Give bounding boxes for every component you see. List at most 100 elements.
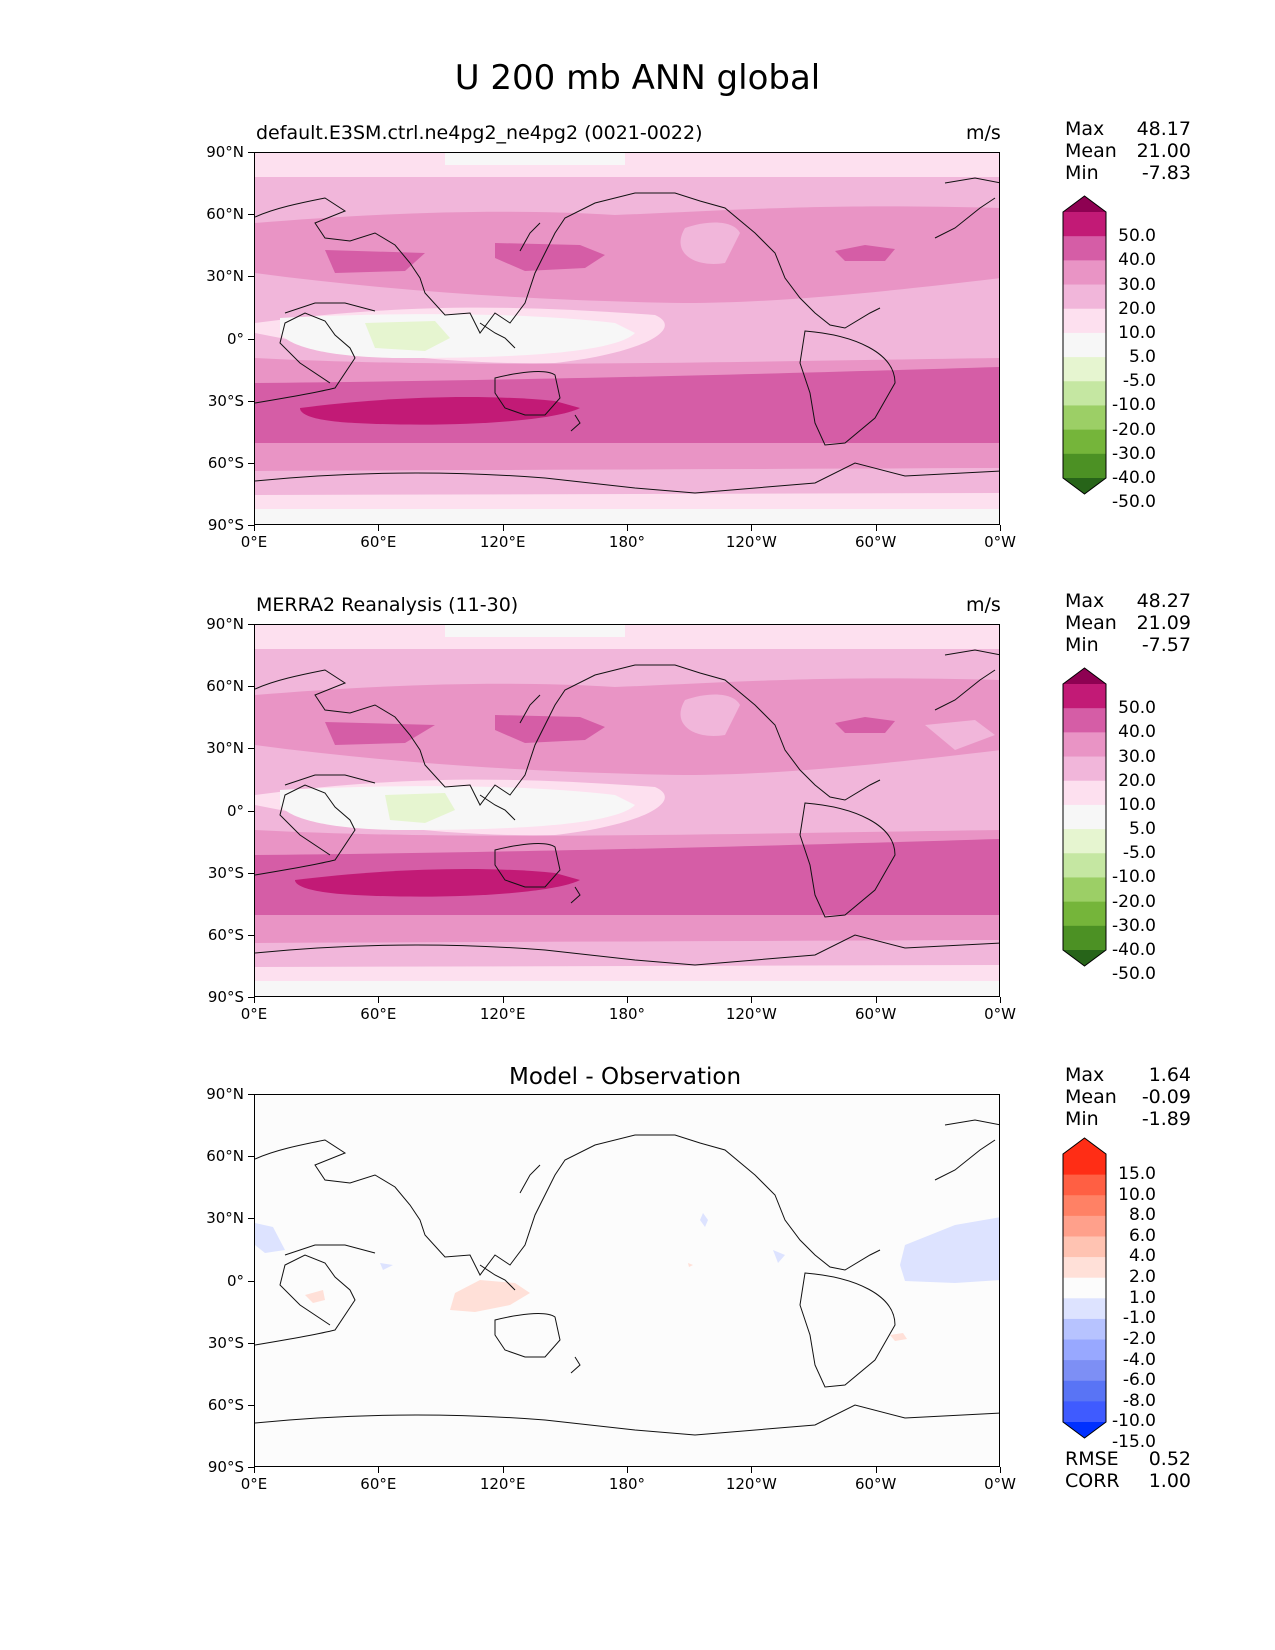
x-tick-label: 60°W (854, 533, 897, 551)
x-tick-label: 60°E (360, 1005, 397, 1023)
panel-title: MERRA2 Reanalysis (11-30) (256, 594, 519, 616)
colorbar-tick-label: -20.0 (1112, 419, 1156, 440)
stat-value: 21.00 (1136, 140, 1191, 162)
y-tick-mark (248, 338, 254, 340)
y-tick-mark (248, 624, 254, 625)
colorbar-segment (1063, 1215, 1106, 1237)
x-tick-label: 0°E (240, 533, 268, 551)
stat-label: Mean (1065, 1086, 1117, 1108)
colorbar-tick-label: 10.0 (1118, 1184, 1156, 1205)
y-tick-label: 90°N (206, 615, 244, 633)
x-tick-mark (502, 997, 504, 1003)
x-tick-mark (627, 1467, 628, 1473)
colorbar-segment (1063, 1257, 1106, 1279)
x-tick-mark (751, 525, 753, 531)
x-tick-label: 0°W (984, 1005, 1016, 1023)
stat-label: Max (1065, 590, 1105, 612)
y-tick-mark (248, 462, 254, 464)
field-plot (255, 1095, 999, 1466)
x-tick-mark (751, 1467, 753, 1473)
colorbar-segment (1063, 708, 1106, 733)
colorbar-segment (1063, 332, 1106, 358)
y-tick-mark (248, 872, 254, 874)
colorbar-top-extend (1063, 196, 1106, 212)
x-tick-label: 120°W (725, 1005, 777, 1023)
stat-label: Min (1065, 634, 1099, 656)
y-tick-label: 60°N (206, 677, 244, 696)
y-tick-mark (248, 1342, 254, 1344)
y-tick-mark (248, 214, 254, 216)
colorbar-segment (1063, 429, 1106, 455)
x-tick-mark (378, 997, 380, 1003)
colorbar-segment (1063, 1195, 1106, 1217)
colorbar-bottom-extend (1063, 478, 1106, 494)
colorbar-segment (1063, 236, 1106, 261)
colorbar-segment (1063, 684, 1106, 709)
x-tick-mark (1000, 997, 1001, 1003)
coastlines (255, 177, 999, 494)
stat-value: 48.27 (1136, 590, 1191, 612)
x-tick-label: 180° (608, 1475, 646, 1493)
x-tick-label: 0°E (240, 1475, 268, 1493)
stat-value: 1.00 (1148, 1470, 1191, 1492)
coastlines (255, 649, 999, 966)
y-tick-label: 90°N (206, 143, 244, 161)
colorbar-tick-label: 40.0 (1118, 722, 1156, 743)
colorbar-tick-label: 20.0 (1118, 770, 1156, 791)
colorbar-outline (1062, 195, 1107, 495)
colorbar-tick-label: 8.0 (1128, 1205, 1156, 1226)
x-tick-mark (502, 1467, 504, 1473)
stat-value: 0.52 (1148, 1448, 1191, 1470)
panel-difference: Model - Observation (0, 1064, 1275, 1534)
x-tick-mark (875, 1467, 877, 1473)
colorbar-segment (1063, 1277, 1106, 1299)
x-tick-label: 120°E (479, 1475, 526, 1493)
y-tick-mark (248, 1467, 254, 1468)
colorbar-segment (1063, 1339, 1106, 1361)
stat-value: 1.64 (1148, 1064, 1191, 1086)
colorbar-tick-label: -40.0 (1112, 468, 1156, 488)
x-tick-label: 120°E (479, 533, 526, 551)
y-tick-label: 90°S (207, 1458, 244, 1476)
y-tick-mark (248, 1404, 254, 1406)
colorbar-segment (1063, 1298, 1106, 1320)
y-tick-mark (248, 686, 254, 688)
colorbar-segment (1063, 804, 1106, 830)
y-tick-label: 0° (226, 801, 244, 820)
colorbar-segment (1063, 1401, 1106, 1423)
colorbar-segment (1063, 381, 1106, 406)
colorbar-bottom-extend (1063, 1422, 1106, 1438)
stat-label: Mean (1065, 612, 1117, 634)
y-tick-label: 0° (226, 329, 244, 348)
colorbar-tick-label: 50.0 (1118, 698, 1156, 719)
colorbar-tick-label: -10.0 (1112, 395, 1156, 416)
panel-title: Model - Observation (509, 1064, 742, 1090)
panel-units: m/s (966, 122, 1001, 144)
colorbar-outline (1062, 1137, 1107, 1439)
colorbar-outline (1062, 667, 1107, 967)
colorbar-tick-label: -6.0 (1122, 1370, 1156, 1391)
y-tick-mark (248, 152, 254, 153)
colorbar (1062, 195, 1107, 495)
colorbar-segment (1063, 732, 1106, 758)
x-tick-label: 0°E (240, 1005, 268, 1023)
y-tick-label: 0° (226, 1271, 244, 1290)
colorbar-tick-label: 30.0 (1118, 746, 1156, 767)
x-tick-mark (1000, 525, 1001, 531)
y-tick-mark (248, 1280, 254, 1282)
y-tick-label: 30°N (206, 739, 244, 758)
colorbar-segment (1063, 212, 1106, 237)
colorbar-segment (1063, 829, 1106, 854)
panel-model: default.E3SM.ctrl.ne4pg2_ne4pg2 (0021-00… (0, 122, 1275, 592)
x-tick-label: 60°W (854, 1475, 897, 1493)
y-tick-label: 90°S (207, 516, 244, 534)
colorbar-segment (1063, 1174, 1106, 1196)
y-tick-mark (248, 525, 254, 526)
x-tick-mark (1000, 1467, 1001, 1473)
colorbar-tick-label: 5.0 (1128, 347, 1156, 368)
y-tick-mark (248, 1094, 254, 1095)
colorbar-tick-label: -30.0 (1112, 915, 1156, 936)
colorbar-tick-label: 15.0 (1118, 1164, 1156, 1184)
colorbar-tick-label: 30.0 (1118, 274, 1156, 295)
colorbar-segment (1063, 405, 1106, 431)
